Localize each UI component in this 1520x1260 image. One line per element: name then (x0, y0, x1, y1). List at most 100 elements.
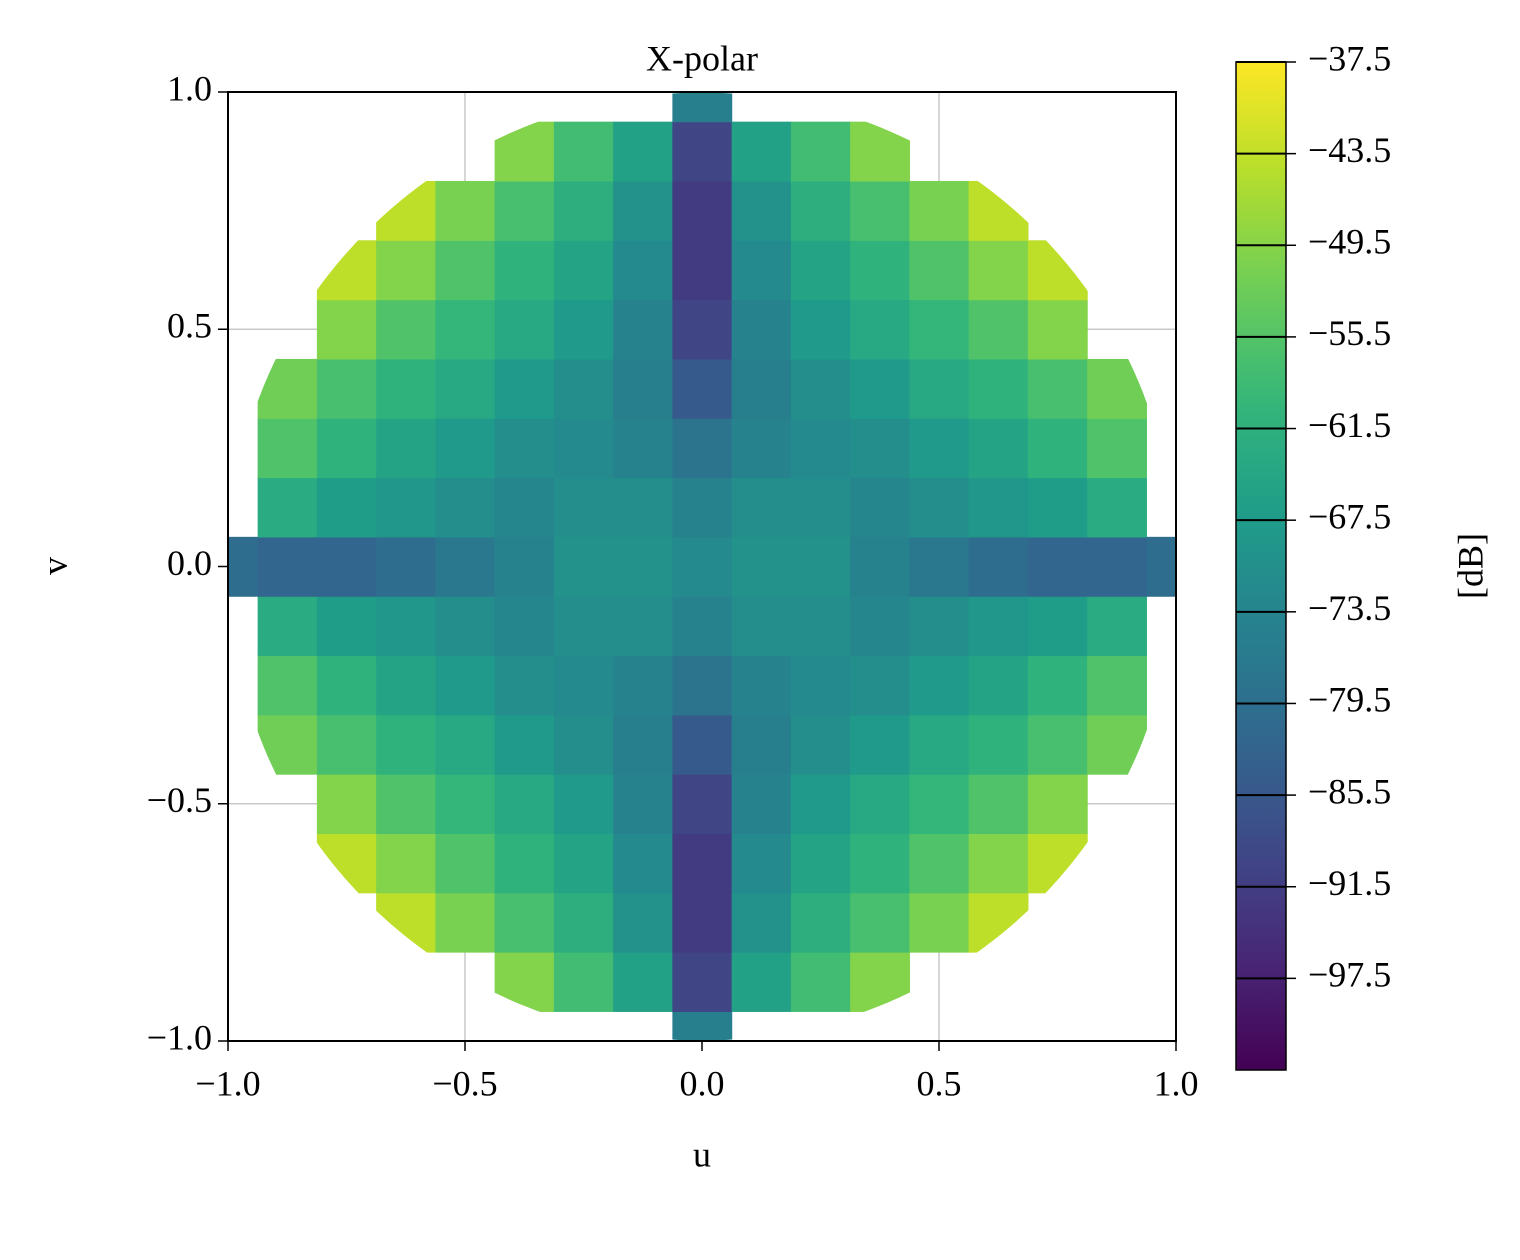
x-tick-label: 0.5 (917, 1063, 962, 1103)
field-cell (376, 418, 436, 479)
field-cell (790, 655, 851, 716)
field-cell (1087, 418, 1147, 479)
field-cell (850, 536, 910, 597)
field-cell (376, 774, 436, 835)
field-cell (316, 299, 377, 360)
field-cell (1027, 833, 1088, 894)
field-cell (909, 774, 970, 835)
colorbar-label: [dB] (1450, 533, 1490, 599)
field-cell (494, 596, 555, 657)
field-cell (494, 833, 555, 894)
field-cell (790, 418, 851, 479)
field-cell (731, 774, 792, 835)
field-cell (613, 477, 673, 538)
colorbar-tick-label: −67.5 (1308, 496, 1391, 536)
field-cell (553, 892, 614, 953)
field-cell (672, 358, 733, 419)
field-cell (257, 596, 318, 657)
field-cell (1027, 240, 1088, 301)
field-cell (909, 477, 970, 538)
field-cell (376, 536, 436, 597)
x-axis-label: u (693, 1134, 711, 1174)
field-cell (731, 596, 792, 657)
field-cell (376, 892, 436, 953)
field-cell (731, 180, 792, 241)
field-cell (909, 240, 970, 301)
field-cell (316, 240, 377, 301)
field-cell (909, 299, 970, 360)
field-cell (850, 240, 910, 301)
field-cell (968, 477, 1029, 538)
field-cell (850, 596, 910, 657)
field-cell (850, 892, 910, 953)
x-tick-label: 1.0 (1154, 1063, 1199, 1103)
field-cell (316, 714, 377, 775)
field-cell (435, 833, 496, 894)
field-cell (731, 892, 792, 953)
field-cell (731, 418, 792, 479)
field-cell (376, 833, 436, 894)
field-cell (790, 240, 851, 301)
field-cell (731, 240, 792, 301)
field-cell (494, 358, 555, 419)
field-cell (968, 892, 1029, 953)
field-cell (257, 536, 318, 597)
field-cell (850, 299, 910, 360)
field-cell (435, 714, 496, 775)
field-cell (257, 358, 318, 419)
field-cell (731, 477, 792, 538)
field-cell (909, 596, 970, 657)
field-cell (376, 596, 436, 657)
field-cell (376, 655, 436, 716)
field-cell (672, 477, 733, 538)
field-cell (968, 358, 1029, 419)
field-cell (672, 892, 733, 953)
field-cell (435, 418, 496, 479)
field-cell (376, 240, 436, 301)
field-cell (790, 774, 851, 835)
field-cell (672, 774, 733, 835)
field-cell (553, 655, 614, 716)
field-cell (376, 477, 436, 538)
field-cell (435, 536, 496, 597)
field-cell (968, 655, 1029, 716)
field-cell (672, 952, 733, 1012)
field-cell (731, 536, 792, 597)
field-cell (494, 714, 555, 775)
contour-field (228, 92, 1176, 1041)
colorbar: −97.5 −91.5 −85.5 −79.5 −73.5 −67.5 −61.5 −55.5… (1235, 38, 1391, 1071)
field-cell (672, 833, 733, 894)
field-cell (790, 536, 851, 597)
colorbar-tick-label: −85.5 (1308, 771, 1391, 811)
y-tick-label: 0.5 (167, 306, 212, 346)
field-cell (494, 121, 555, 182)
field-cell (672, 418, 733, 479)
field-cell (435, 180, 496, 241)
x-tick-label: −1.0 (195, 1063, 260, 1103)
field-cell (968, 774, 1029, 835)
field-cell (553, 121, 614, 182)
field-cell (494, 536, 555, 597)
field-cell (790, 833, 851, 894)
y-tick-label: −0.5 (147, 780, 212, 820)
field-cell (672, 299, 733, 360)
axes: −1.0 −0.5 0.0 0.5 1.0 −1.0 −0.5 0.0 0.5 1.0 (147, 68, 1199, 1103)
field-cell (494, 180, 555, 241)
field-cell (257, 477, 318, 538)
field-cell (613, 774, 673, 835)
field-cell (850, 418, 910, 479)
field-cell (613, 418, 673, 479)
field-cell (613, 240, 673, 301)
field-cell (553, 774, 614, 835)
field-cell (850, 774, 910, 835)
field-cell (435, 477, 496, 538)
colorbar-tick-label: −55.5 (1308, 313, 1391, 353)
field-cell (790, 892, 851, 953)
field-cell (731, 655, 792, 716)
colorbar-scale (1235, 61, 1287, 1071)
colorbar-tick-label: −49.5 (1308, 222, 1391, 262)
field-cell (553, 358, 614, 419)
field-cell (850, 952, 910, 1012)
field-cell (1027, 418, 1088, 479)
field-cell (316, 596, 377, 657)
